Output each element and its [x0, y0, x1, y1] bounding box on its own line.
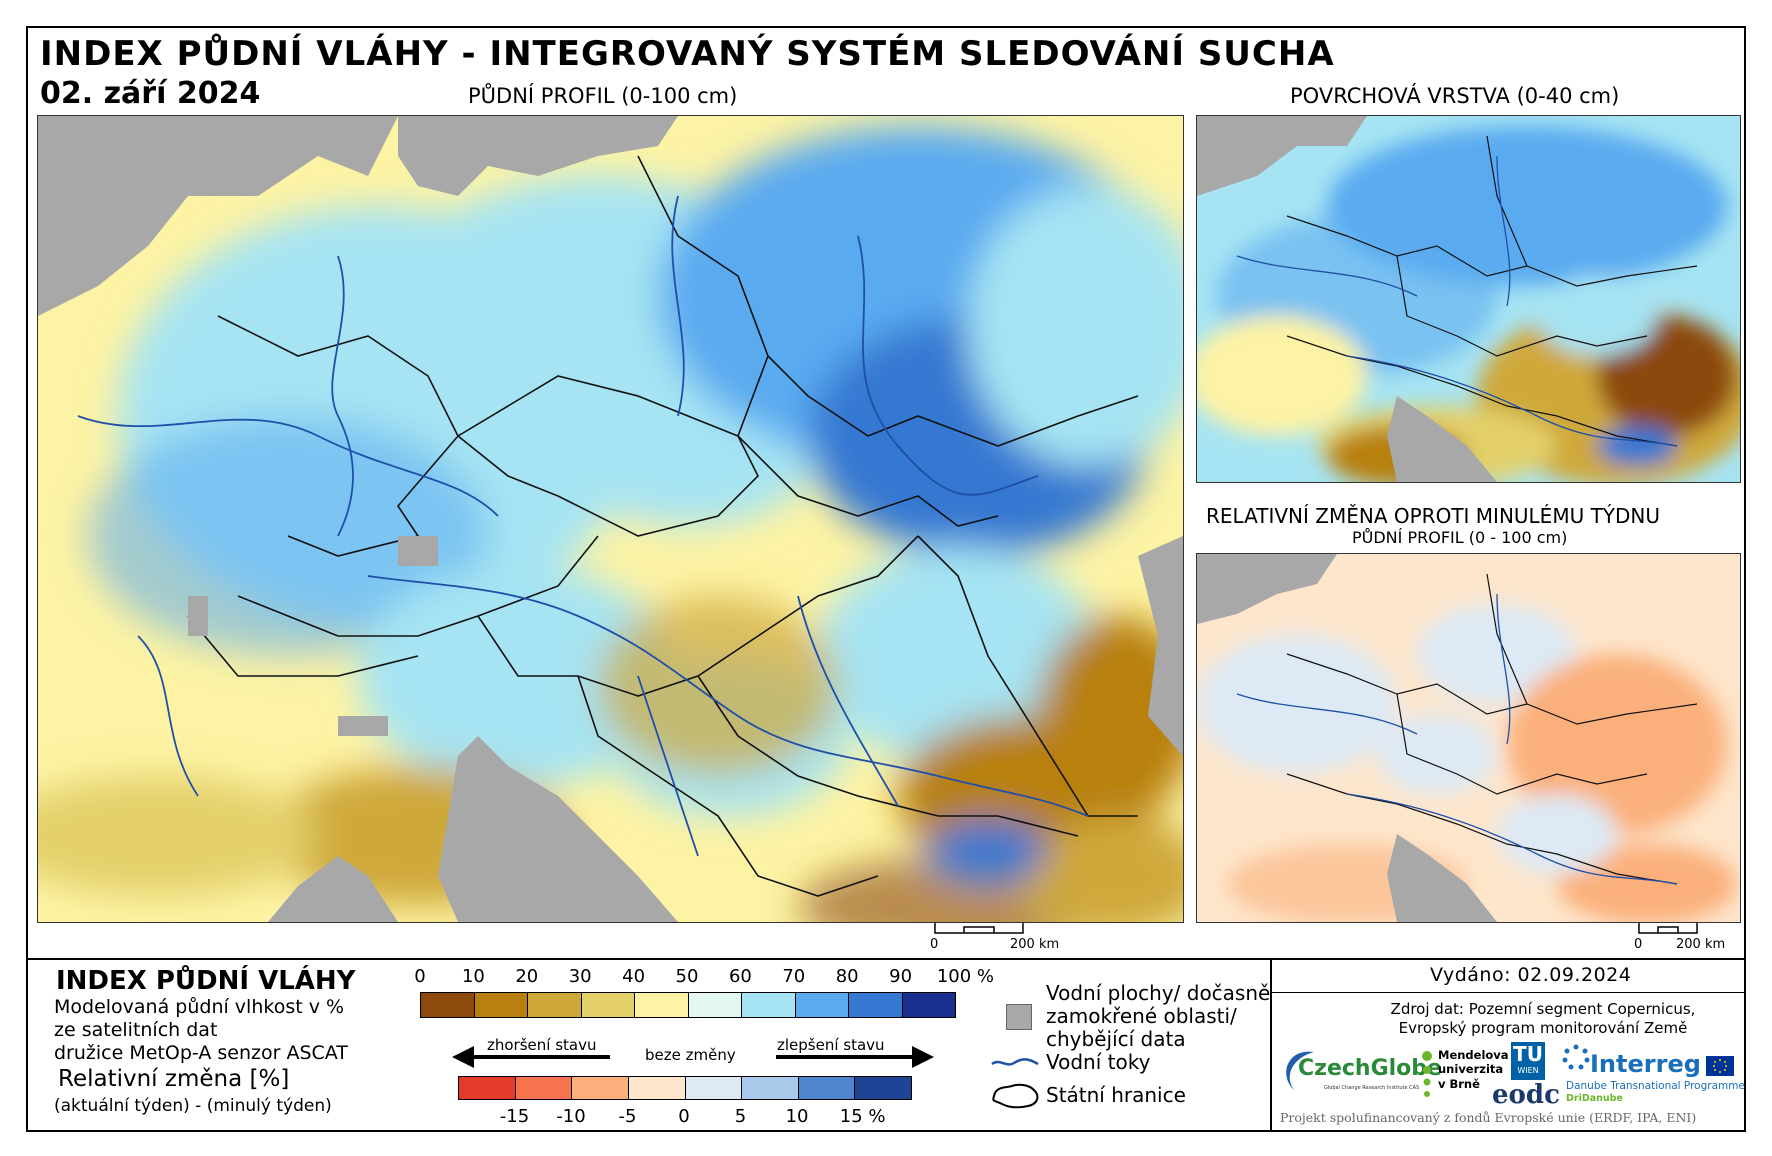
main-map-scalebar: 0 200 km — [930, 923, 1070, 953]
rivers-label: Vodní toky — [1046, 1050, 1151, 1074]
tu-logo-sub: WIEN — [1517, 1066, 1539, 1075]
change-colorbar — [458, 1076, 912, 1100]
index-tick-label: 70 — [782, 966, 806, 987]
index-tick-label: 40 — [622, 966, 646, 987]
change-color-step — [572, 1077, 629, 1099]
index-color-step — [688, 993, 742, 1017]
arrow-worse-label: zhoršení stavu — [487, 1036, 597, 1054]
change-map-canvas — [1197, 554, 1740, 922]
index-color-step — [635, 993, 689, 1017]
change-map[interactable] — [1196, 553, 1741, 923]
change-color-step — [685, 1077, 743, 1099]
czechglobe-swoosh-icon — [1286, 1051, 1314, 1090]
mendel-dots-icon — [1422, 1051, 1432, 1097]
interreg-subtitle-1: Danube Transnational Programme — [1566, 1080, 1745, 1092]
borders-label: Státní hranice — [1046, 1083, 1186, 1107]
mendel-line-2: univerzita — [1438, 1062, 1504, 1076]
change-tick-label: -5 — [618, 1106, 637, 1127]
index-tick-label: 60 — [728, 966, 752, 987]
change-tick-label: 0 — [678, 1106, 690, 1127]
change-color-step — [742, 1077, 799, 1099]
index-color-step — [902, 993, 955, 1017]
tu-wien-logo: TU WIEN — [1511, 1042, 1545, 1080]
change-color-step — [515, 1077, 573, 1099]
legend-desc-2: ze satelitních dat — [54, 1019, 218, 1041]
index-tick-label: 50 — [675, 966, 699, 987]
water-swatch — [1006, 1004, 1032, 1030]
issued-divider — [1272, 992, 1744, 993]
border-outline-icon — [992, 1083, 1039, 1109]
legend-divider — [28, 958, 1744, 960]
change-color-step — [855, 1077, 911, 1099]
main-scale-label: 200 km — [1010, 937, 1060, 952]
czechglobe-logo: CzechGlobe — [1298, 1056, 1442, 1081]
change-tick-label: 5 — [734, 1106, 747, 1127]
mendel-line-3: v Brně — [1438, 1077, 1480, 1091]
main-scale-zero: 0 — [930, 937, 939, 952]
surface-map-title: POVRCHOVÁ VRSTVA (0-40 cm) — [1290, 84, 1620, 108]
change-map-scalebar: 0 200 km — [1634, 923, 1734, 953]
water-label-line2: zamokřené oblasti/ — [1046, 1004, 1237, 1028]
change-map-title: RELATIVNÍ ZMĚNA OPROTI MINULÉMU TÝDNU — [1206, 504, 1661, 528]
water-label-line1: Vodní plochy/ dočasně — [1046, 981, 1271, 1005]
change-color-step — [628, 1077, 686, 1099]
eu-flag-icon — [1706, 1056, 1734, 1076]
index-tick-label: 10 — [461, 966, 485, 987]
change-scale-label: 200 km — [1676, 937, 1726, 952]
tu-logo-text: TU — [1513, 1042, 1543, 1066]
interreg-star-icon — [1562, 1044, 1590, 1070]
index-color-step — [742, 993, 796, 1017]
legend-desc-1: Modelovaná půdní vlhkost v % — [54, 996, 345, 1018]
index-tick-label: 20 — [515, 966, 539, 987]
page-title: INDEX PŮDNÍ VLÁHY - INTEGROVANÝ SYSTÉM S… — [40, 34, 1335, 74]
czechglobe-subtitle: Global Change Research Institute CAS — [1324, 1085, 1420, 1091]
index-color-step — [528, 993, 582, 1017]
report-date: 02. září 2024 — [40, 76, 261, 111]
index-tick-label: 100 % — [936, 966, 995, 987]
index-color-step — [581, 993, 635, 1017]
river-line-icon — [991, 1058, 1039, 1066]
source-line-1: Zdroj dat: Pozemní segment Copernicus, — [1390, 1000, 1696, 1018]
change-tick-label: -10 — [556, 1106, 586, 1127]
change-color-step — [459, 1077, 516, 1099]
surface-map[interactable] — [1196, 115, 1741, 483]
change-scale-zero: 0 — [1634, 937, 1643, 952]
arrow-better-label: zlepšení stavu — [777, 1036, 885, 1054]
index-tick-label: 30 — [568, 966, 592, 987]
arrow-same-label: beze změny — [645, 1046, 736, 1064]
surface-map-canvas — [1197, 116, 1740, 482]
change-tick-label: 15 % — [839, 1106, 886, 1127]
change-map-subtitle: PŮDNÍ PROFIL (0 - 100 cm) — [1352, 528, 1568, 547]
index-color-step — [795, 993, 849, 1017]
change-tick-label: -15 — [499, 1106, 530, 1127]
main-map-canvas — [38, 116, 1183, 922]
index-tick-label: 90 — [889, 966, 913, 987]
interreg-logo: Interreg — [1590, 1050, 1701, 1078]
eu-funding-note: Projekt spolufinancovaný z fondů Evropsk… — [1280, 1110, 1697, 1125]
index-tick-label: 80 — [835, 966, 859, 987]
mendel-line-1: Mendelova — [1438, 1048, 1509, 1062]
change-color-step — [798, 1077, 856, 1099]
interreg-subtitle-2: DriDanube — [1566, 1093, 1623, 1104]
index-color-step — [849, 993, 903, 1017]
main-map[interactable] — [37, 115, 1184, 923]
main-map-title: PŮDNÍ PROFIL (0-100 cm) — [468, 84, 738, 108]
index-tick-label: 0 — [414, 966, 426, 987]
issued-date: Vydáno: 02.09.2024 — [1430, 964, 1632, 986]
eodc-logo: eodc — [1492, 1080, 1560, 1110]
source-line-2: Evropský program monitorování Země — [1398, 1019, 1688, 1037]
water-label-line3: chybějící data — [1046, 1027, 1186, 1051]
change-tick-label: 10 — [785, 1106, 809, 1127]
relative-change-title: Relativní změna [%] — [58, 1066, 290, 1092]
data-source: Zdroj dat: Pozemní segment Copernicus, E… — [1378, 1000, 1708, 1038]
relative-change-subtitle: (aktuální týden) - (minulý týden) — [54, 1096, 332, 1116]
index-colorbar — [420, 992, 956, 1018]
index-color-step — [421, 993, 475, 1017]
legend-title: INDEX PŮDNÍ VLÁHY — [56, 966, 356, 996]
index-color-step — [474, 993, 528, 1017]
legend-desc-3: družice MetOp-A senzor ASCAT — [54, 1042, 348, 1064]
info-divider — [1270, 958, 1272, 1130]
